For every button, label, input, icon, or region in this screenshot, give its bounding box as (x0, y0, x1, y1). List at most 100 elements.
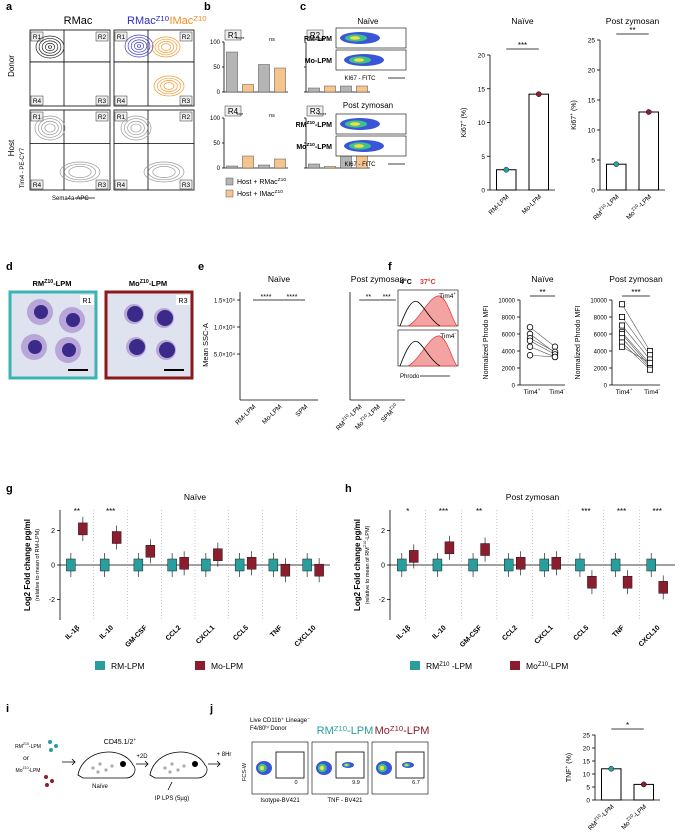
legend-swatch (510, 661, 520, 670)
region-box (179, 31, 193, 42)
y-axis-label: Normalized Phrodo MFI (483, 305, 490, 379)
cell-dot (168, 770, 172, 774)
label: R1 (117, 34, 126, 41)
label: ns (269, 37, 275, 43)
text-part: RMac (127, 15, 156, 27)
contour (34, 115, 66, 141)
box (575, 558, 585, 572)
y-tick-label: 2000 (594, 367, 608, 373)
label: TNF - BV421 (327, 798, 363, 804)
region-box (176, 295, 190, 305)
text-part: -LPM (53, 279, 71, 288)
y-tick-label: 50 (213, 141, 220, 147)
pair-line (529, 346, 556, 358)
y-axis-sublabel: (relative to mean of RM-LPM) (35, 529, 41, 601)
text-part: TNF (566, 769, 573, 783)
label: MoZ10-LPM (129, 279, 167, 288)
pair-line (621, 333, 651, 367)
chart-title: Post zymosan (506, 492, 560, 502)
mouse-eye (120, 761, 126, 767)
text-part: Tim4 (440, 333, 455, 340)
region-box (80, 295, 94, 305)
cell-dot (182, 764, 186, 768)
label: 37°C (420, 278, 436, 286)
legend-label: Mo-LPM (211, 661, 243, 671)
text-part: -LPM (548, 661, 568, 671)
nucleus (28, 340, 42, 354)
contour (136, 44, 142, 48)
gate (335, 751, 365, 779)
label: RMZ10-LPM (296, 120, 333, 129)
contour (148, 163, 180, 181)
point (526, 337, 534, 344)
box (201, 558, 211, 572)
point (647, 359, 654, 366)
histogram-37 (407, 295, 458, 327)
text-part: Tim4 (616, 389, 631, 396)
label: R3 (182, 182, 191, 189)
y-axis-label: Log2 Fold change pg/ml (353, 519, 362, 611)
text-part: Z10 (630, 203, 639, 212)
y-tick-label: 8000 (502, 316, 516, 322)
label: RMZ10-LPM (317, 724, 374, 737)
label: R4 (33, 98, 42, 105)
box (432, 558, 443, 572)
flow-plot (113, 29, 195, 107)
label: +2D (136, 754, 148, 760)
y-tick-label: 20 (588, 68, 596, 75)
label: Tim4 - PE-CY7 (20, 147, 26, 188)
contour (120, 115, 152, 141)
cell-dot (163, 766, 167, 770)
panel-letter: c (300, 1, 306, 13)
box (78, 522, 88, 536)
box (468, 558, 478, 572)
text-part: Mo (129, 279, 140, 288)
y-tick-label: 8000 (594, 316, 608, 322)
text-part: RM (296, 122, 307, 129)
point (526, 324, 534, 331)
chart-title: Naïve (531, 274, 553, 284)
box (610, 558, 621, 572)
panel-letter: b (204, 1, 211, 13)
chart-title: Post zymosan (351, 274, 405, 284)
text-part: (relative to mean of RM (365, 547, 371, 605)
contour (160, 43, 172, 51)
bar (308, 163, 320, 169)
density (350, 36, 360, 40)
text-part: Tim4 (524, 389, 539, 396)
label: MoZ10-LPM (16, 766, 41, 774)
text-part: Tim4 (644, 389, 659, 396)
text-part: Z10 (334, 724, 347, 733)
density (380, 765, 384, 771)
text-part: Z10 (23, 742, 29, 746)
contour (133, 41, 145, 51)
y-tick-label: 25 (583, 733, 591, 740)
text-part: RM (317, 725, 334, 737)
y-tick-label: 15 (583, 759, 591, 766)
significance: ** (366, 294, 372, 301)
box (145, 545, 156, 558)
mean-marker (535, 91, 542, 97)
nucleus (34, 305, 48, 319)
text-part: - (658, 387, 660, 392)
chart-title: Naïve (268, 274, 290, 284)
legend-swatch (95, 661, 105, 670)
box (234, 558, 245, 572)
legend-swatch (225, 189, 234, 198)
box (66, 558, 76, 572)
panel-letter: a (6, 1, 13, 13)
flow-plot (113, 109, 195, 191)
y-tick-label: -2 (49, 597, 55, 604)
significance: ** (539, 288, 545, 297)
contour (143, 161, 185, 183)
label: Host + RMacZ10 (237, 177, 286, 186)
pair-line (529, 326, 556, 347)
region-box (95, 179, 109, 190)
y-axis-label: Ki67+ (%) (570, 100, 578, 130)
label: R1 (83, 298, 92, 305)
text-part: - (454, 331, 456, 336)
y-axis-label: Normalized Phrodo MFI (575, 305, 582, 379)
mean-marker (608, 766, 615, 772)
panel-letter: i (6, 703, 9, 715)
box (515, 557, 526, 570)
